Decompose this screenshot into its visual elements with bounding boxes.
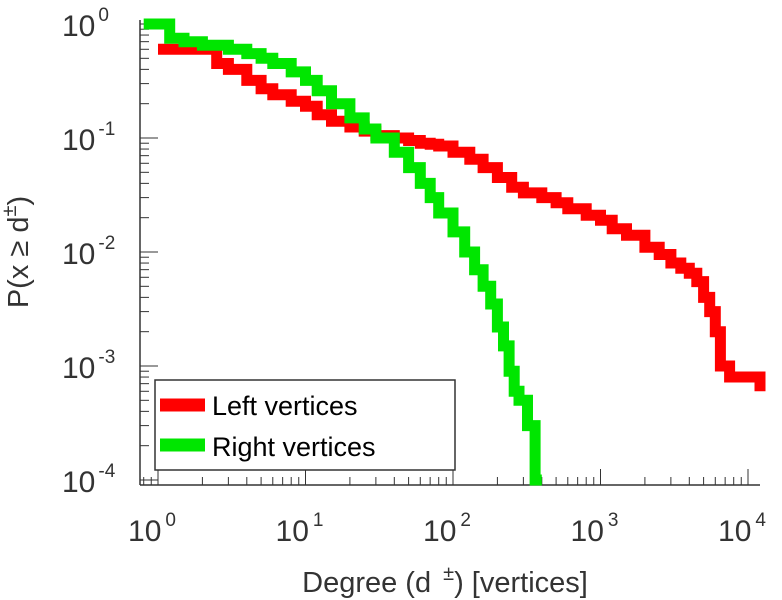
y-tick-label: 10 -4 [62, 461, 116, 499]
tick-labels: 10 0 10 1 10 2 10 3 10 4 10 0 10 -1 10 -2 10 -3 10 -4 [62, 5, 766, 548]
y-tick-label: 10 0 [62, 5, 109, 43]
x-tick-label: 10 2 [423, 510, 471, 548]
y-axis-title: P(x ≥ d±) [0, 196, 35, 308]
x-axis-title-suffix: ) [vertices] [454, 567, 588, 599]
x-axis-title-superscript: ± [443, 563, 454, 585]
x-tick-label: 10 0 [128, 510, 176, 548]
y-axis-title-superscript: ± [0, 205, 21, 216]
legend-label-right-vertices: Right vertices [212, 432, 376, 462]
series-line-left-vertices [158, 43, 766, 392]
y-tick-label: 10 -2 [62, 233, 115, 271]
series-line-right-vertices [143, 18, 542, 486]
x-axis-title-prefix: Degree (d [302, 567, 431, 599]
plot-area [143, 18, 766, 486]
y-axis-title-prefix: P(x ≥ d [3, 216, 35, 308]
y-tick-label: 10 -3 [62, 347, 115, 385]
x-axis-title: Degree (d ±) [vertices] [302, 563, 588, 599]
x-tick-label: 10 4 [718, 510, 766, 548]
legend-label-left-vertices: Left vertices [212, 391, 358, 421]
x-tick-label: 10 1 [276, 510, 324, 548]
axes [139, 20, 760, 486]
y-axis-title-suffix: ) [3, 196, 35, 206]
y-tick-label: 10 -1 [62, 119, 115, 157]
x-tick-label: 10 3 [571, 510, 619, 548]
legend: Left vertices Right vertices [154, 379, 456, 471]
legend-box [154, 379, 456, 471]
